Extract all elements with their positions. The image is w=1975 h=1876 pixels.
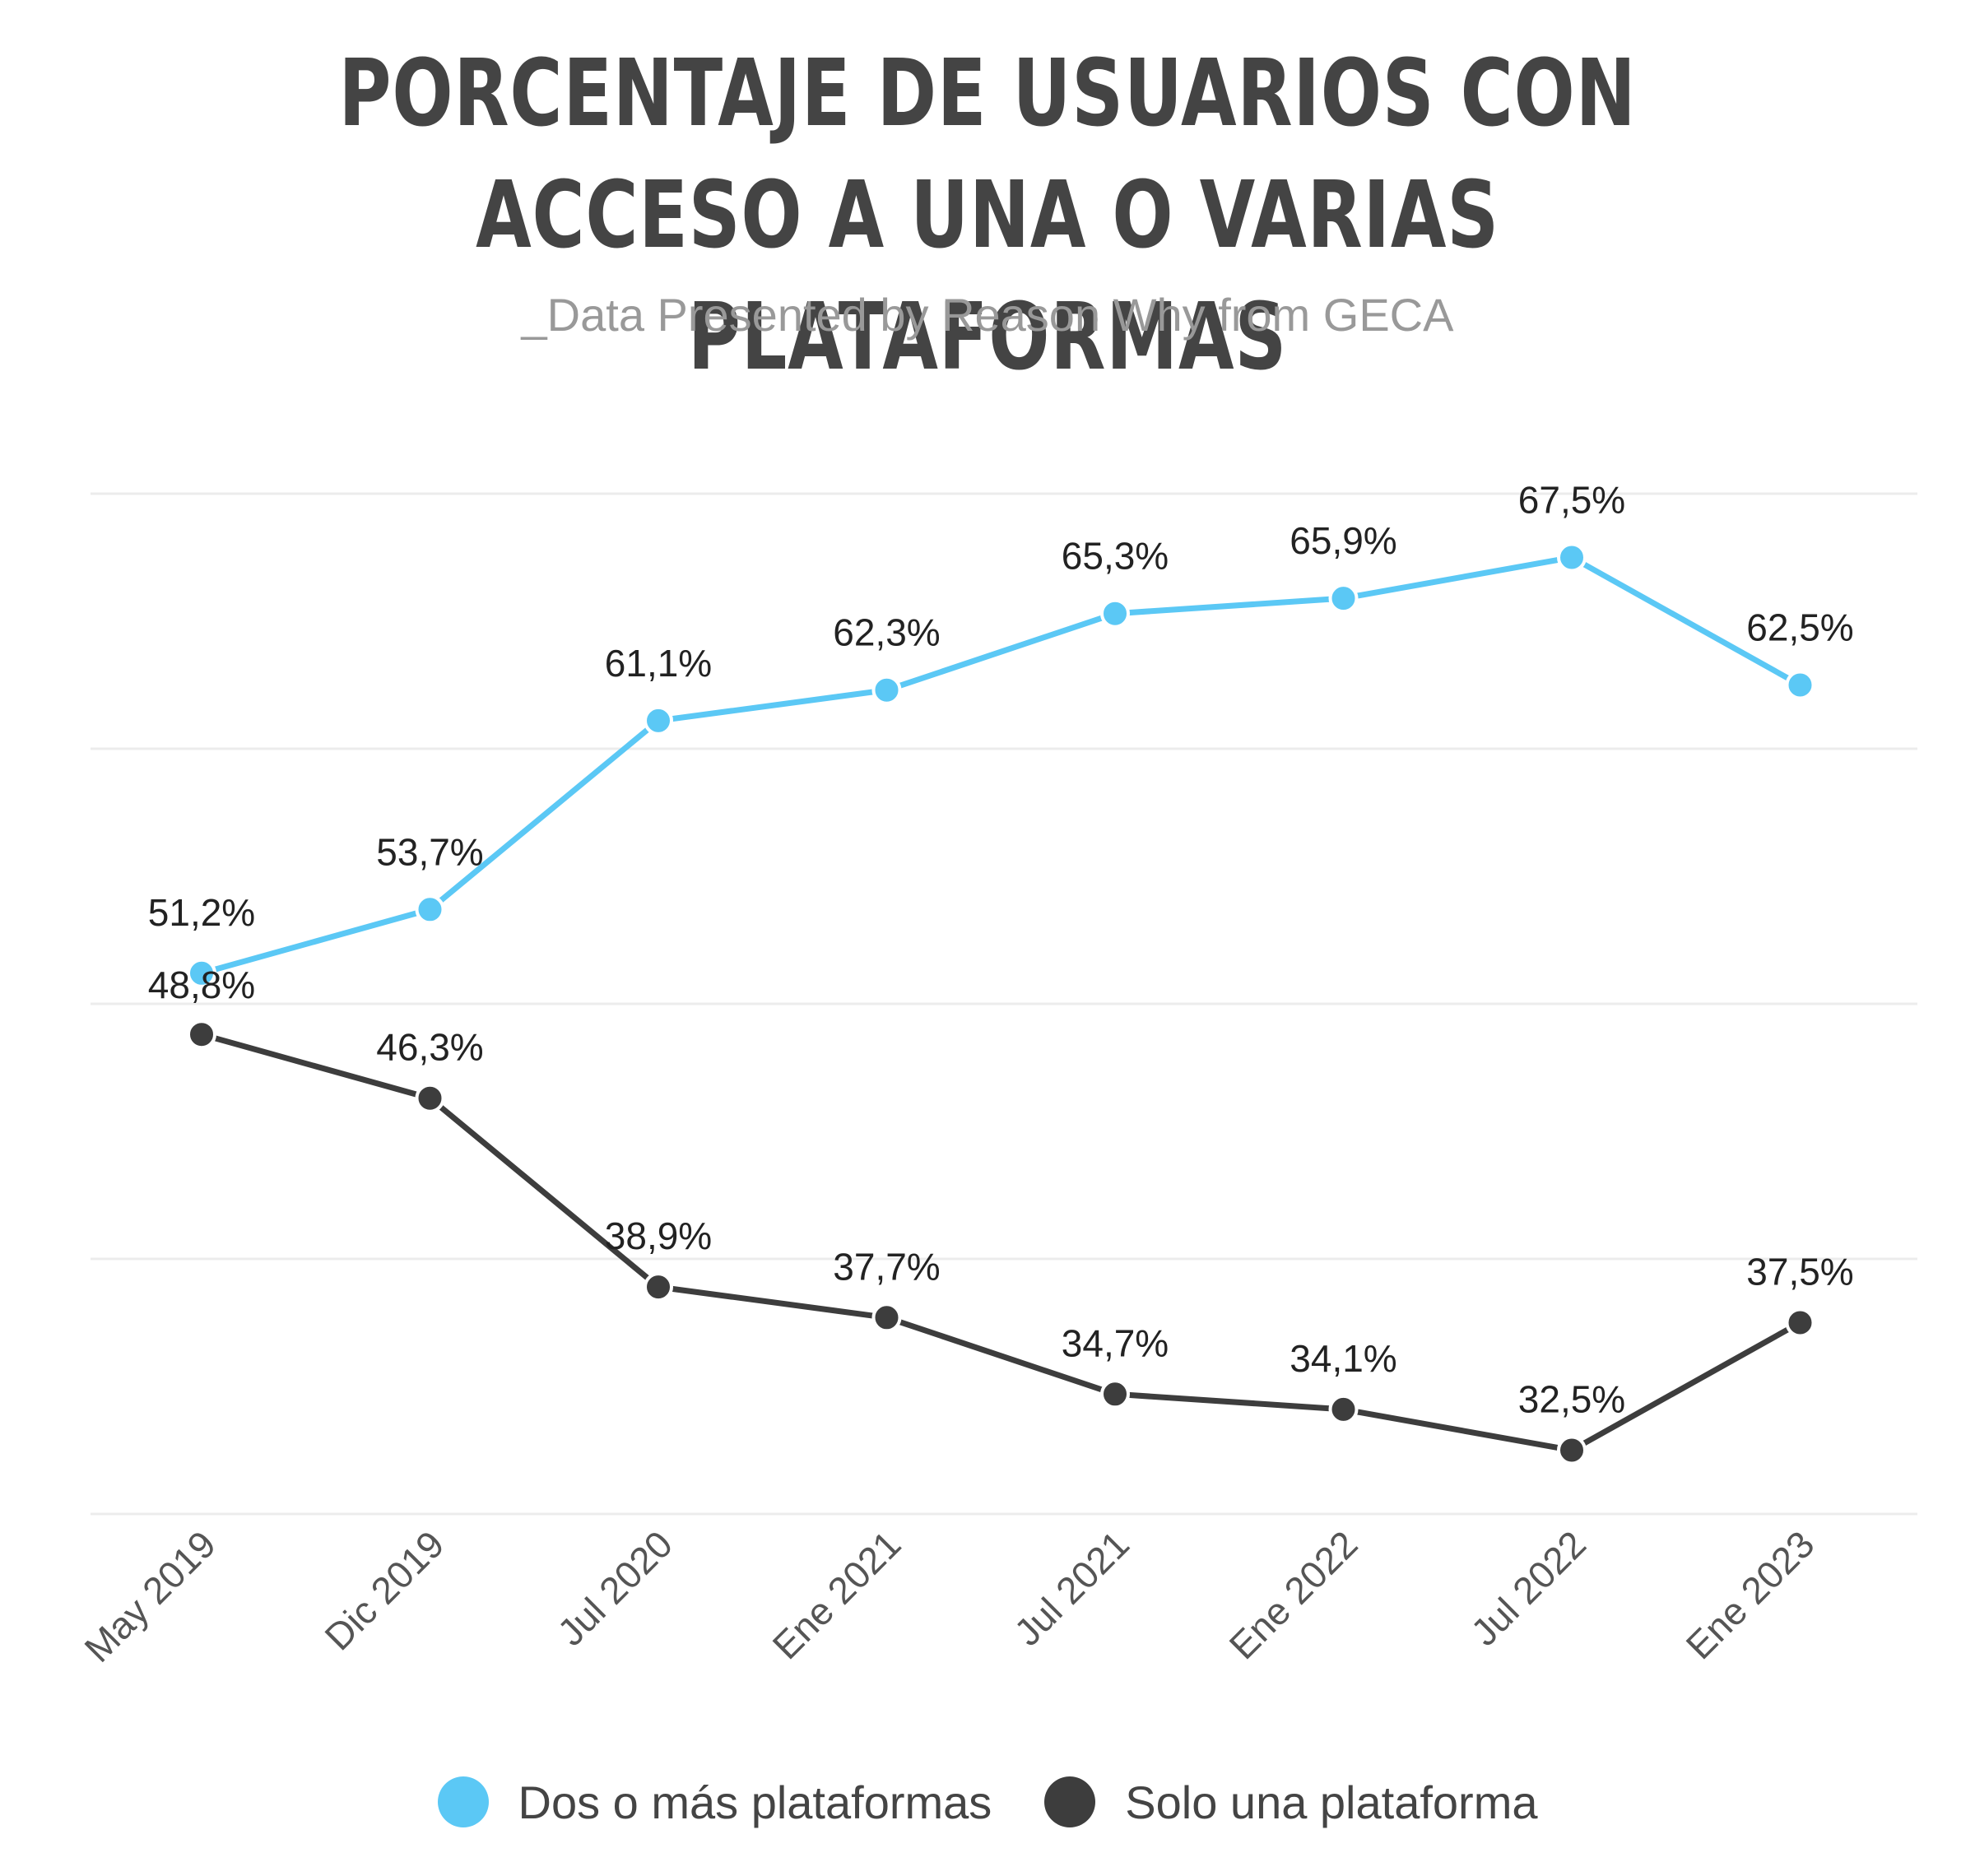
data-point [1100,1379,1130,1409]
data-label: 38,9% [605,1214,712,1257]
data-label: 37,7% [833,1245,940,1288]
data-point [187,958,216,988]
legend-swatch-series-2 [1044,1776,1096,1827]
chart-subtitle: _Data Presented by Reason Why from GECA [521,289,1454,341]
legend-item-series-1: Dos o más plataformas [437,1776,992,1829]
data-point [1328,583,1359,614]
data-label: 51,2% [148,891,255,934]
x-tick-label: Jul 2020 [549,1522,681,1654]
x-tick-label: Ene 2022 [1221,1522,1366,1667]
data-label: 61,1% [605,642,712,685]
data-point [871,675,902,705]
data-point [871,1303,902,1333]
data-point [644,705,673,736]
legend: Dos o más plataformas Solo una plataform… [0,1761,1975,1843]
data-point [415,1083,445,1113]
data-point [187,1019,216,1050]
chart-title: PORCENTAJE DE USUARIOS CON ACCESO A UNA … [338,40,1637,391]
data-label: 65,9% [1290,519,1396,562]
data-point [1785,1307,1815,1338]
series-line [201,1031,1802,1453]
data-label: 34,1% [1290,1337,1396,1380]
legend-swatch-series-1 [437,1776,489,1827]
data-point [1785,670,1815,700]
data-label: 62,3% [833,611,940,654]
data-point [1328,1394,1359,1424]
data-point [1557,1435,1587,1465]
data-point [644,1272,673,1303]
legend-label-series-2: Solo una plataforma [1125,1776,1538,1828]
x-tick-label: Ene 2023 [1678,1522,1823,1667]
data-label: 32,5% [1518,1378,1625,1421]
data-label: 46,3% [376,1026,483,1069]
data-label: 67,5% [1518,479,1625,522]
data-label: 53,7% [376,830,483,873]
x-tick-label: Ene 2021 [764,1522,909,1667]
data-label: 62,5% [1746,606,1853,649]
x-tick-label: Jul 2021 [1006,1522,1137,1654]
x-tick-label: Jul 2022 [1462,1522,1594,1654]
legend-item-series-2: Solo una plataforma [1044,1776,1538,1829]
data-label: 34,7% [1062,1321,1169,1364]
data-point [415,894,445,925]
data-label: 65,3% [1062,535,1169,578]
series-line [201,555,1802,977]
data-label: 37,5% [1746,1251,1853,1293]
x-tick-label: Dic 2019 [316,1522,452,1658]
data-label: 48,8% [148,964,255,1006]
data-point [1557,542,1587,573]
x-tick-label: May 2019 [76,1522,224,1670]
legend-label-series-1: Dos o más plataformas [518,1776,992,1828]
data-point [1100,598,1130,629]
